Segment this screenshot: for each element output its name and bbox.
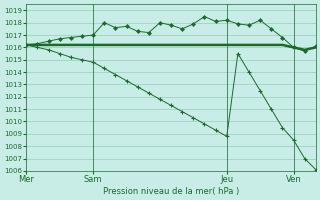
X-axis label: Pression niveau de la mer( hPa ): Pression niveau de la mer( hPa ) <box>103 187 239 196</box>
